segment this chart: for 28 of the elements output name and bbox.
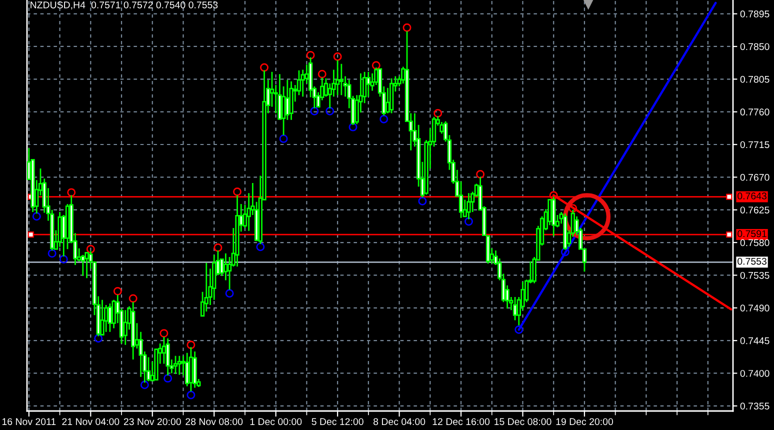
ref-line-label: 0.7591 <box>738 230 766 238</box>
y-tick-label: 0.7535 <box>740 272 770 279</box>
chart-title: NZDUSD,H4 <box>30 1 86 10</box>
x-tick-label: 15 Dec 08:00 <box>494 418 552 426</box>
x-tick-label: 16 Nov 2011 <box>2 418 56 426</box>
ref-line-label: 0.7553 <box>738 258 766 265</box>
x-tick-label: 23 Nov 20:00 <box>124 418 181 426</box>
y-tick-label: 0.7580 <box>740 239 770 246</box>
y-tick-label: 0.7850 <box>740 43 770 50</box>
x-tick-label: 8 Dec 04:00 <box>374 418 426 426</box>
x-tick-label: 19 Dec 20:00 <box>556 418 614 426</box>
y-tick-label: 0.7670 <box>740 174 770 181</box>
x-tick-label: 12 Dec 16:00 <box>432 418 490 426</box>
ref-line-label: 0.7643 <box>738 192 766 200</box>
x-tick-label: 5 Dec 12:00 <box>312 418 364 426</box>
y-tick-label: 0.7895 <box>740 10 770 18</box>
y-tick-label: 0.7400 <box>740 370 770 377</box>
x-tick-label: 1 Dec 00:00 <box>250 418 302 426</box>
x-tick-label: 28 Nov 08:00 <box>186 418 243 426</box>
y-tick-label: 0.7625 <box>740 206 770 214</box>
y-tick-label: 0.7490 <box>740 304 770 312</box>
y-tick-label: 0.7445 <box>740 337 770 344</box>
y-tick-label: 0.7715 <box>740 141 770 148</box>
y-tick-label: 0.7760 <box>740 108 770 116</box>
y-tick-label: 0.7355 <box>740 402 770 410</box>
x-tick-label: 21 Nov 04:00 <box>62 418 120 426</box>
chart-subtitle: 0.7571 0.7572 0.7540 0.7553 <box>91 1 218 8</box>
y-tick-label: 0.7805 <box>740 76 770 83</box>
